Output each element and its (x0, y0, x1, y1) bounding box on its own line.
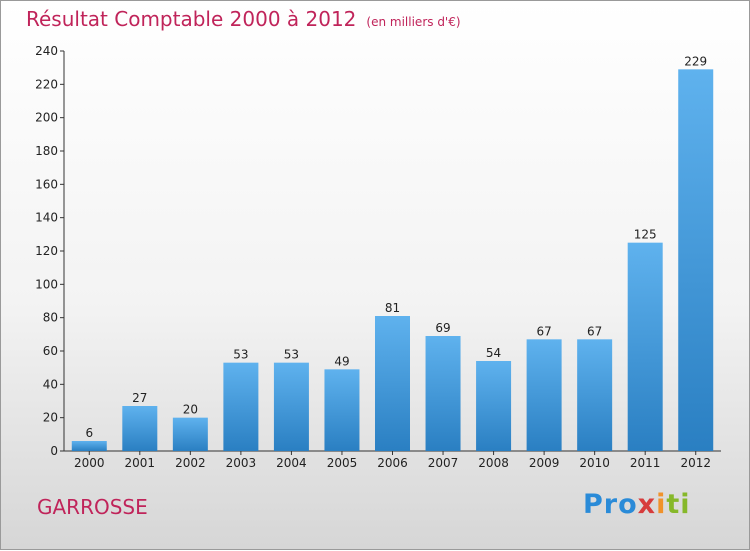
data-label: 6 (85, 426, 93, 440)
bar (122, 406, 158, 451)
bar (375, 316, 410, 451)
y-tick-label: 240 (35, 44, 58, 58)
x-tick-label: 2000 (74, 456, 105, 470)
logo-part-3: i (656, 489, 667, 520)
data-label: 54 (486, 346, 501, 360)
y-tick-label: 200 (35, 111, 58, 125)
x-tick-label: 2001 (125, 456, 156, 470)
y-tick-label: 60 (43, 344, 58, 358)
data-label: 67 (536, 324, 551, 338)
data-label: 53 (284, 348, 299, 362)
bar (627, 242, 663, 451)
labels: 2000 6 2001 27 2002 20 2003 53 2004 53 2005 49 2006 8… (74, 54, 711, 470)
bar (273, 362, 309, 451)
x-tick-label: 2009 (529, 456, 560, 470)
y-tick-label: 160 (35, 177, 58, 191)
data-label: 49 (334, 354, 349, 368)
bar (223, 362, 259, 451)
logo-part-1: Pro (583, 489, 638, 520)
y-tick-label: 120 (35, 244, 58, 258)
bar (526, 339, 562, 451)
y-tick-label: 40 (43, 377, 58, 391)
commune-name: GARROSSE (37, 495, 148, 519)
x-tick-label: 2003 (226, 456, 257, 470)
y-tick-label: 80 (43, 311, 58, 325)
bars (71, 69, 714, 451)
data-label: 53 (233, 348, 248, 362)
logo-part-4: ti (666, 489, 691, 520)
x-tick-label: 2002 (175, 456, 206, 470)
data-label: 67 (587, 324, 602, 338)
chart-title: Résultat Comptable 2000 à 2012 (en millie… (26, 7, 461, 31)
bar (71, 441, 107, 451)
x-tick-label: 2010 (579, 456, 610, 470)
logo-part-2: x (637, 489, 657, 520)
x-tick-label: 2012 (680, 456, 711, 470)
data-label: 27 (132, 391, 147, 405)
unit-label: (en milliers d'€) (366, 15, 461, 29)
y-tick-label: 220 (35, 77, 58, 91)
bar (577, 339, 613, 451)
data-label: 69 (435, 321, 450, 335)
bar (172, 417, 208, 451)
y-tick-label: 100 (35, 277, 58, 291)
bar (678, 69, 714, 451)
y-tick-label: 180 (35, 144, 58, 158)
x-tick-label: 2005 (327, 456, 358, 470)
y-tick-label: 140 (35, 211, 58, 225)
x-tick-label: 2004 (276, 456, 307, 470)
x-tick-label: 2011 (630, 456, 661, 470)
axes: 0 20 40 60 80 100 120 140 160 180 200 220 240 (35, 44, 721, 458)
x-tick-label: 2008 (478, 456, 509, 470)
x-tick-label: 2007 (428, 456, 459, 470)
data-label: 229 (684, 54, 707, 68)
data-label: 125 (634, 228, 657, 242)
proxiti-logo: Proxiti (583, 489, 691, 520)
y-tick-label: 20 (43, 411, 58, 425)
bar (324, 369, 360, 451)
title-text: Résultat Comptable 2000 à 2012 (26, 7, 357, 31)
bar (425, 336, 461, 451)
bar (476, 361, 512, 451)
x-tick-label: 2006 (377, 456, 408, 470)
data-label: 81 (385, 301, 400, 315)
y-tick-label: 0 (50, 444, 58, 458)
data-label: 20 (183, 403, 198, 417)
